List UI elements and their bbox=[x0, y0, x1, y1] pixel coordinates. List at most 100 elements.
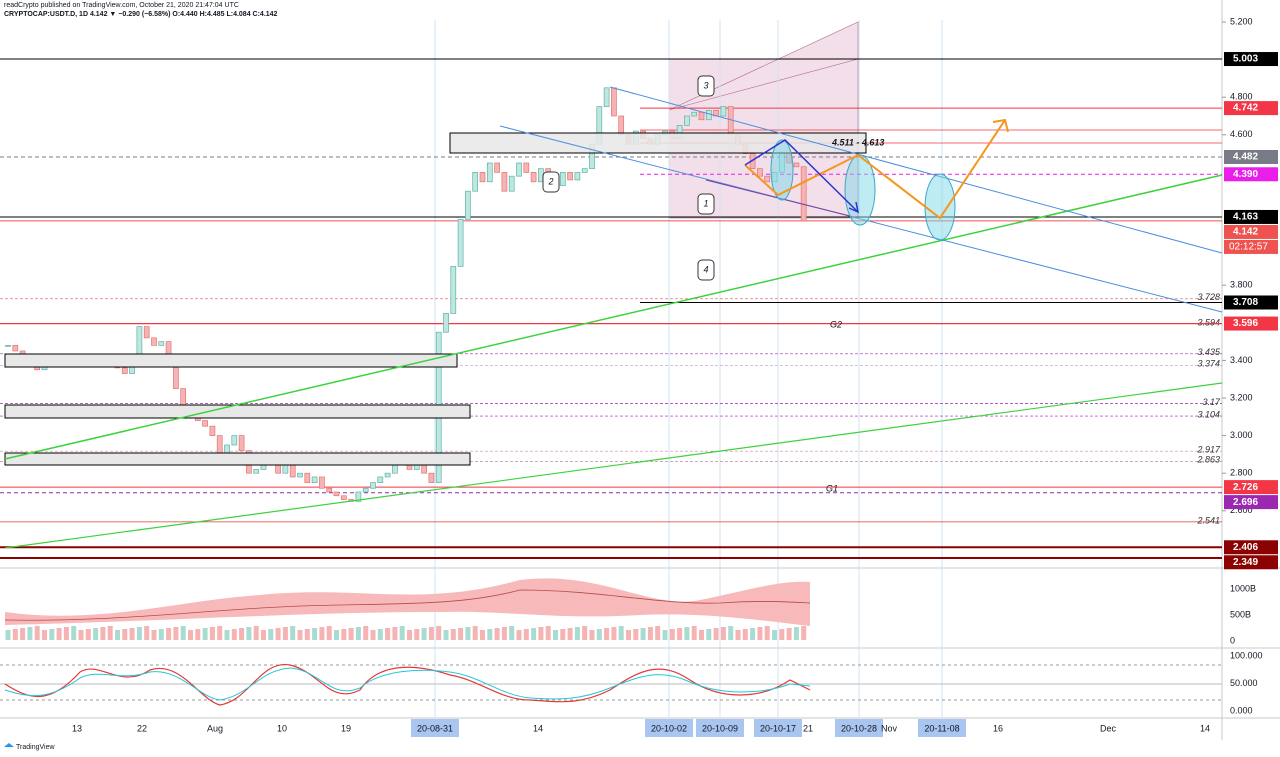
level-label: 2.541 bbox=[1196, 515, 1220, 525]
candle-body bbox=[12, 345, 19, 352]
volume-bar bbox=[93, 628, 99, 640]
volume-bar bbox=[85, 629, 91, 640]
volume-bar bbox=[56, 628, 62, 640]
volume-bar bbox=[742, 629, 748, 640]
volume-bar bbox=[129, 628, 135, 640]
date-label: 14 bbox=[533, 723, 543, 733]
candle-body bbox=[523, 162, 530, 173]
logo bbox=[4, 743, 14, 747]
price-tag-label: 4.742 bbox=[1233, 103, 1258, 114]
candle-body bbox=[121, 367, 128, 374]
candle-body bbox=[684, 115, 690, 126]
volume-bar bbox=[626, 630, 631, 640]
date-highlight bbox=[696, 719, 744, 737]
price-tick-label: 2.600 bbox=[1230, 505, 1253, 515]
volume-bar bbox=[246, 627, 252, 640]
callout-box bbox=[542, 171, 560, 193]
volume-bar bbox=[144, 626, 150, 640]
volume-bar bbox=[239, 628, 245, 640]
volume-bar bbox=[691, 626, 697, 640]
volume-bar bbox=[582, 626, 588, 640]
candle-body bbox=[151, 337, 157, 346]
date-label: Nov bbox=[881, 723, 898, 733]
price-tag bbox=[1224, 167, 1278, 182]
volume-bar bbox=[224, 630, 230, 640]
candle-body bbox=[428, 472, 435, 483]
volume-bar bbox=[458, 628, 464, 640]
candle-body bbox=[698, 111, 705, 121]
volume-bar bbox=[757, 627, 763, 640]
date-label: 20-11-08 bbox=[924, 723, 959, 733]
volume-bar bbox=[589, 630, 595, 640]
volume-bar bbox=[326, 626, 332, 640]
osc-tick-label: 50.000 bbox=[1230, 678, 1258, 688]
channel-line bbox=[609, 86, 1223, 254]
candle-body bbox=[289, 463, 296, 478]
date-label: 14 bbox=[1200, 723, 1210, 733]
price-tag-label: 2.349 bbox=[1233, 557, 1258, 568]
volume-bar bbox=[465, 627, 471, 640]
date-label: 10 bbox=[277, 723, 287, 733]
candle-body bbox=[326, 487, 333, 493]
annotation: 3 bbox=[703, 80, 708, 90]
price-tag-label: 4.163 bbox=[1233, 212, 1258, 223]
countdown-label: 02:12:57 bbox=[1229, 242, 1268, 253]
annotation: G2 bbox=[830, 319, 842, 329]
date-label: 19 bbox=[341, 723, 351, 733]
price-tick-label: 4.600 bbox=[1230, 129, 1253, 139]
price-tick-label: 3.200 bbox=[1230, 392, 1253, 402]
candle-body bbox=[720, 106, 727, 117]
price-tick-label: 3.800 bbox=[1230, 280, 1253, 290]
price-tag bbox=[1224, 480, 1278, 495]
osc-line bbox=[4, 667, 811, 701]
volume-bar bbox=[282, 627, 288, 640]
volume-bar bbox=[487, 629, 493, 640]
price-tag bbox=[1224, 101, 1278, 116]
candle-body bbox=[319, 476, 325, 489]
level-label: 2.863 bbox=[1196, 455, 1220, 465]
candle-body bbox=[238, 435, 245, 451]
candle-body bbox=[209, 425, 216, 436]
price-tag bbox=[1224, 224, 1278, 239]
annotation: G1 bbox=[826, 483, 838, 493]
band-basis bbox=[4, 589, 811, 621]
candle-body bbox=[465, 190, 471, 220]
price-tick-label: 3.000 bbox=[1230, 430, 1253, 440]
volume-bar bbox=[494, 628, 500, 640]
date-highlight bbox=[754, 719, 802, 737]
annotation: 1 bbox=[703, 198, 708, 208]
date-label: 16 bbox=[993, 723, 1003, 733]
candle-body bbox=[764, 175, 771, 183]
candle-body bbox=[567, 172, 573, 181]
candle-body bbox=[501, 172, 508, 192]
candle-body bbox=[479, 172, 486, 183]
volume-bar bbox=[275, 628, 281, 640]
volume-bar bbox=[677, 628, 683, 640]
volume-bar bbox=[735, 630, 741, 640]
candle-body bbox=[793, 162, 800, 168]
volume-bar bbox=[450, 629, 456, 640]
target-ellipse bbox=[770, 139, 794, 201]
date-label: 20-10-17 bbox=[760, 723, 796, 733]
candle-body bbox=[231, 435, 238, 446]
date-label: 20-10-02 bbox=[651, 723, 687, 733]
volume-bar bbox=[71, 626, 77, 640]
volume-bar bbox=[772, 630, 777, 640]
candle-body bbox=[443, 313, 449, 333]
volume-bar bbox=[107, 626, 113, 640]
volume-bar bbox=[472, 626, 478, 640]
volume-bar bbox=[202, 628, 208, 640]
volume-bar bbox=[42, 630, 47, 640]
candle-body bbox=[355, 491, 362, 502]
candle-body bbox=[158, 341, 165, 346]
volume-bar bbox=[779, 629, 785, 640]
candle-body bbox=[618, 115, 625, 136]
volume-bar bbox=[640, 628, 646, 640]
volume-bar bbox=[392, 627, 398, 640]
volume-bar bbox=[443, 630, 449, 640]
volume-bar bbox=[217, 626, 223, 640]
price-tick-label: 2.800 bbox=[1230, 468, 1253, 478]
candle-body bbox=[486, 162, 493, 183]
